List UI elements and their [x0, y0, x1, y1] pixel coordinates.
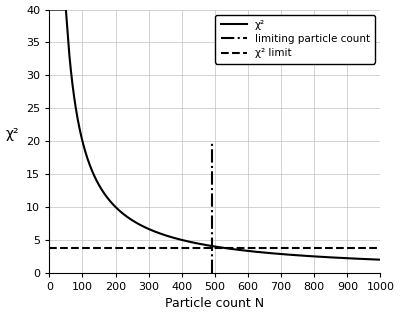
χ² [378, 258, 383, 262]
Line: χ²: χ² [50, 9, 380, 260]
χ² [208, 244, 213, 248]
χ² [308, 254, 312, 258]
Y-axis label: χ²: χ² [6, 127, 19, 141]
χ² [368, 258, 373, 261]
limiting particle count [209, 271, 214, 275]
limiting particle count [209, 139, 214, 143]
Legend: χ², limiting particle count, χ² limit: χ², limiting particle count, χ² limit [215, 15, 375, 64]
X-axis label: Particle count N: Particle count N [165, 297, 264, 310]
χ² [200, 242, 204, 246]
χ² [48, 8, 52, 11]
χ² [368, 258, 373, 261]
χ² [64, 22, 69, 26]
